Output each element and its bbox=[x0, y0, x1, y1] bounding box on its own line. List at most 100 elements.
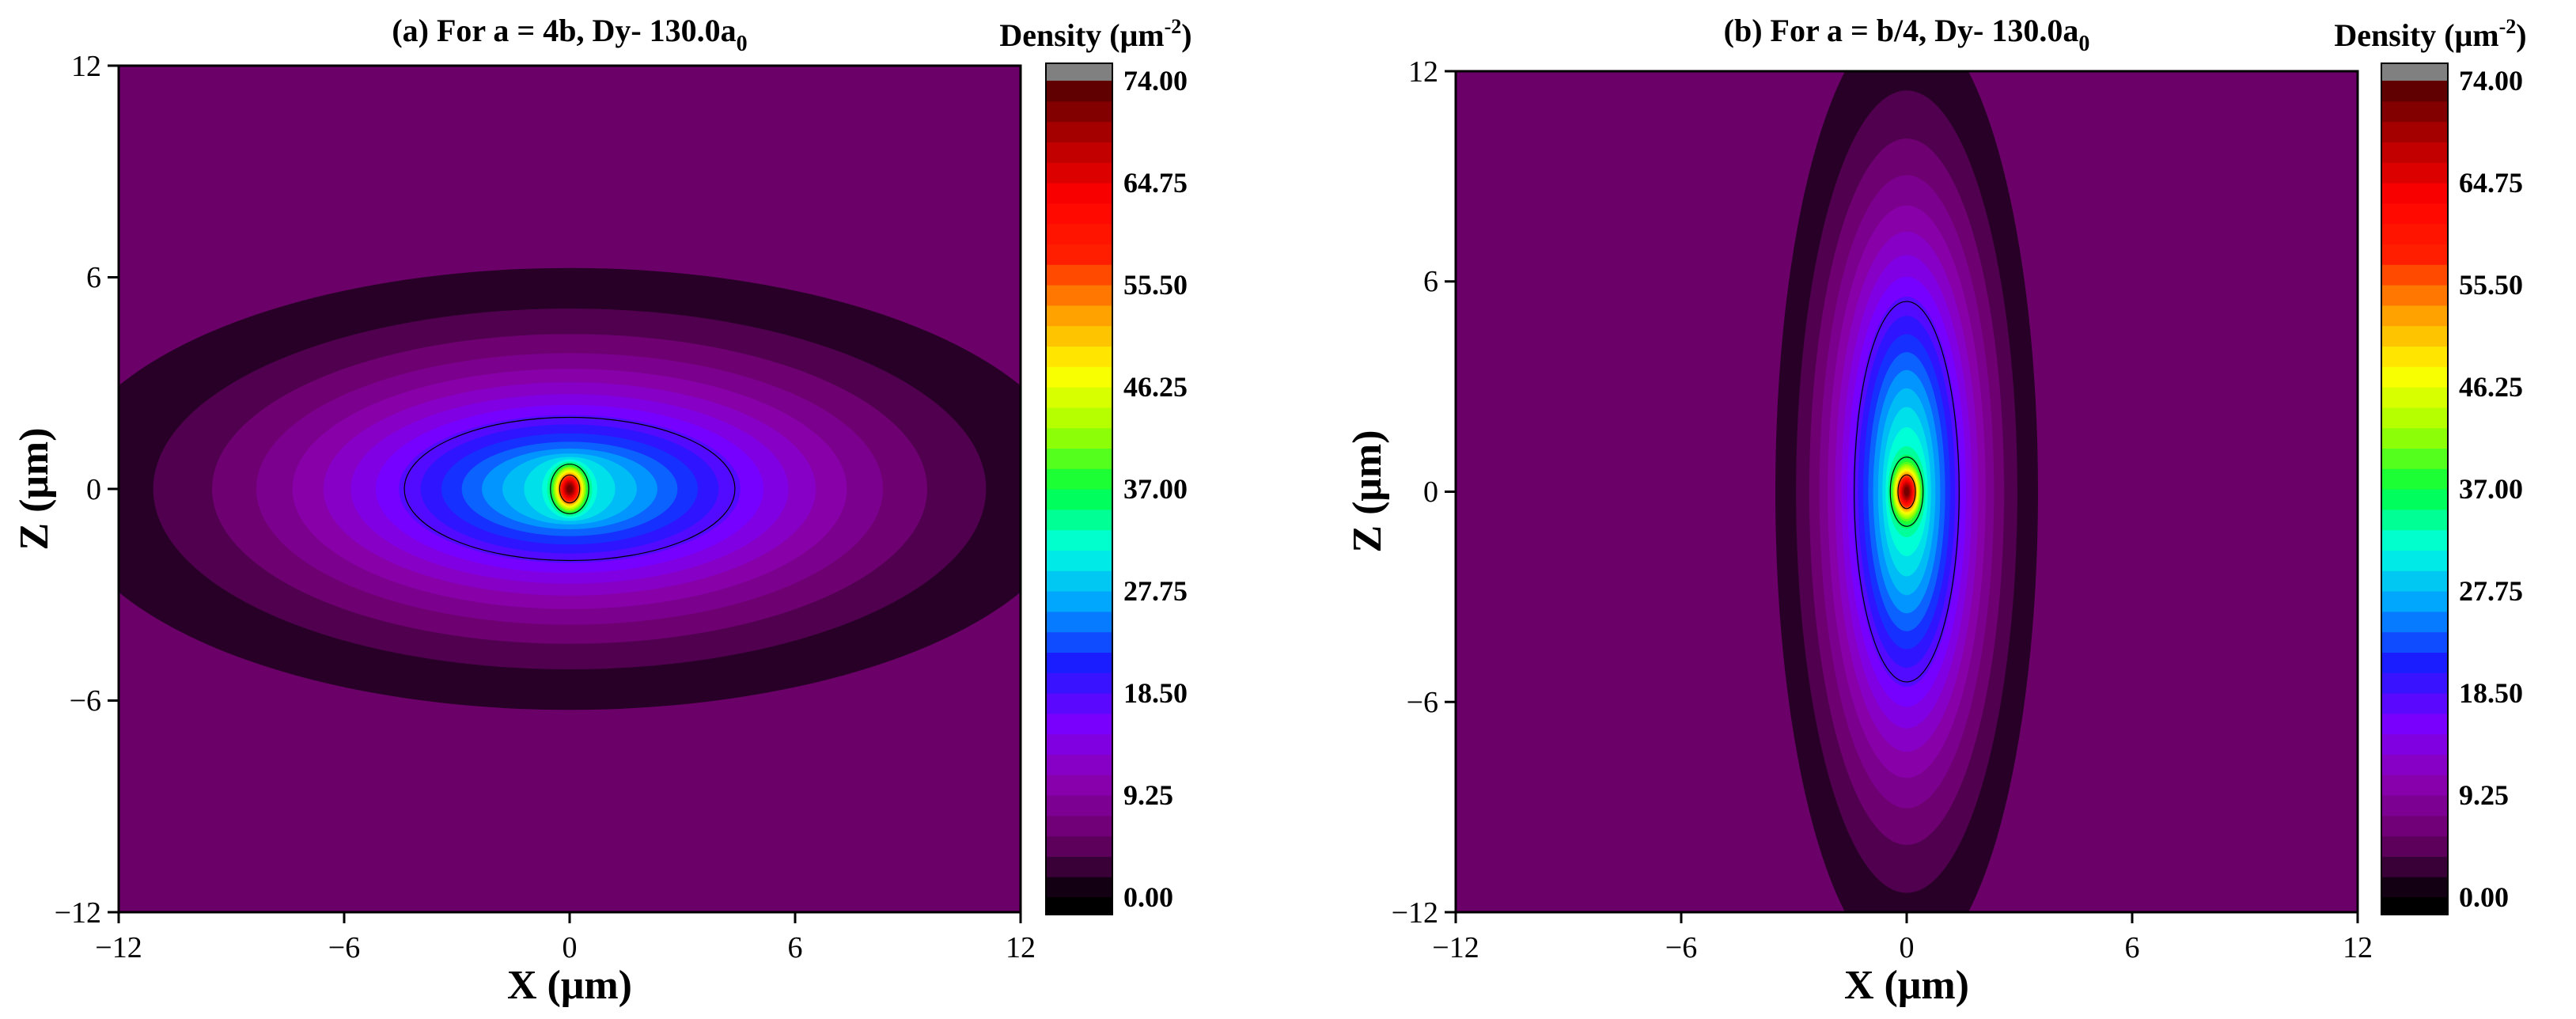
panel-a-colorbar-overflow bbox=[1046, 63, 1112, 81]
colorbar-step bbox=[1046, 366, 1112, 388]
colorbar-step bbox=[2381, 264, 2448, 286]
colorbar-step bbox=[2381, 142, 2448, 163]
panel-a-y-ticks bbox=[108, 64, 119, 914]
panel-b-title: (b) For a = b/4, Dy- 130.0a0 bbox=[1724, 13, 2090, 56]
colorbar-step bbox=[2381, 489, 2448, 510]
colorbar-step bbox=[1046, 591, 1112, 612]
y-tick-label: 6 bbox=[86, 261, 101, 294]
panel-a-y-axis-label: Z (μm) bbox=[12, 427, 57, 550]
colorbar-step bbox=[2381, 856, 2448, 877]
panel-b-x-axis-label: X (μm) bbox=[1844, 963, 1969, 1008]
panel-b-contour-lines bbox=[1854, 301, 1960, 683]
colorbar-step bbox=[1046, 346, 1112, 367]
colorbar-step bbox=[2381, 448, 2448, 469]
colorbar-step bbox=[1046, 733, 1112, 755]
colorbar-step bbox=[1046, 203, 1112, 225]
colorbar-step bbox=[2381, 835, 2448, 857]
colorbar-step bbox=[1046, 468, 1112, 490]
colorbar-tick-label: 55.50 bbox=[1123, 269, 1188, 301]
panel-b-colorbar: Density (μm-2) 0.00 9.25 18.50 27.75 37.00 46… bbox=[2334, 15, 2527, 915]
y-tick-label: −6 bbox=[1407, 686, 1438, 719]
colorbar-tick-label: 37.00 bbox=[1123, 473, 1188, 505]
x-tick-label: 6 bbox=[2125, 931, 2140, 964]
colorbar-tick-label: 18.50 bbox=[2459, 677, 2523, 709]
colorbar-tick-label: 64.75 bbox=[1123, 167, 1188, 199]
colorbar-step bbox=[1046, 305, 1112, 327]
colorbar-step bbox=[1046, 81, 1112, 102]
colorbar-step bbox=[2381, 387, 2448, 408]
colorbar-step bbox=[1046, 427, 1112, 449]
colorbar-step bbox=[2381, 223, 2448, 244]
colorbar-step bbox=[1046, 223, 1112, 244]
colorbar-step bbox=[2381, 611, 2448, 633]
colorbar-step bbox=[2381, 775, 2448, 796]
panel-a-y-axis: −12 −6 0 6 12 Z (μm) bbox=[12, 50, 119, 930]
x-tick-label: 12 bbox=[1006, 931, 1036, 964]
panel-a-contour-lines bbox=[403, 416, 736, 562]
y-tick-label: −6 bbox=[70, 684, 101, 718]
panel-a-colorbar-gradient bbox=[1046, 81, 1112, 898]
panel-b-y-axis-label: Z (μm) bbox=[1345, 430, 1390, 552]
y-tick-label: 6 bbox=[1423, 265, 1438, 298]
panel-a-heatmap bbox=[119, 267, 1021, 710]
colorbar-step bbox=[1046, 142, 1112, 163]
colorbar-step bbox=[2381, 591, 2448, 612]
colorbar-step bbox=[1046, 693, 1112, 714]
contour-line bbox=[1889, 456, 1924, 527]
colorbar-step bbox=[1046, 877, 1112, 898]
panel-b-colorbar-overflow bbox=[2381, 63, 2448, 81]
colorbar-step bbox=[1046, 448, 1112, 469]
y-tick-label: 0 bbox=[86, 473, 101, 506]
panel-a-x-axis: −12 −6 0 6 12 X (μm) bbox=[95, 912, 1036, 1008]
colorbar-step bbox=[2381, 570, 2448, 592]
colorbar-tick-label: 9.25 bbox=[1123, 779, 1173, 811]
colorbar-step bbox=[1046, 529, 1112, 551]
colorbar-step bbox=[1046, 183, 1112, 204]
colorbar-step bbox=[2381, 121, 2448, 142]
colorbar-step bbox=[1046, 754, 1112, 775]
colorbar-step bbox=[2381, 81, 2448, 102]
colorbar-step bbox=[2381, 100, 2448, 123]
colorbar-step bbox=[2381, 366, 2448, 388]
colorbar-tick-label: 64.75 bbox=[2459, 167, 2523, 199]
colorbar-step bbox=[2381, 754, 2448, 775]
y-tick-label: 0 bbox=[1423, 475, 1438, 509]
x-tick-label: 0 bbox=[1900, 931, 1915, 964]
colorbar-tick-label: 9.25 bbox=[2459, 779, 2509, 811]
density-level-band bbox=[1904, 487, 1910, 497]
colorbar-step bbox=[1046, 835, 1112, 857]
colorbar-step bbox=[2381, 713, 2448, 735]
contour-line bbox=[1897, 474, 1916, 510]
colorbar-step bbox=[1046, 570, 1112, 592]
x-tick-label: 12 bbox=[2343, 931, 2373, 964]
x-tick-label: 6 bbox=[788, 931, 803, 964]
panel-a-x-axis-label: X (μm) bbox=[507, 963, 632, 1008]
panel-a-colorbar-labels: 0.00 9.25 18.50 27.75 37.00 46.25 55.50 64.75 74… bbox=[1123, 65, 1188, 913]
panel-b-heatmap bbox=[1775, 71, 2038, 912]
colorbar-step bbox=[2381, 183, 2448, 204]
colorbar-step bbox=[1046, 815, 1112, 837]
colorbar-step bbox=[1046, 325, 1112, 347]
colorbar-step bbox=[2381, 877, 2448, 898]
colorbar-step bbox=[2381, 203, 2448, 225]
colorbar-step bbox=[2381, 733, 2448, 755]
colorbar-step bbox=[1046, 795, 1112, 816]
colorbar-step bbox=[2381, 468, 2448, 490]
colorbar-step bbox=[2381, 652, 2448, 673]
colorbar-step bbox=[1046, 121, 1112, 142]
colorbar-step bbox=[2381, 795, 2448, 816]
panel-a-colorbar-title: Density (μm-2) bbox=[999, 15, 1191, 53]
panel-a-colorbar-frame bbox=[1045, 63, 1113, 915]
panel-a: (a) For a = 4b, Dy- 130.0a0 −12 −6 0 6 1… bbox=[12, 13, 1192, 1008]
panel-a-colorbar-underflow bbox=[1046, 897, 1112, 915]
colorbar-step bbox=[2381, 693, 2448, 714]
x-tick-label: 0 bbox=[563, 931, 578, 964]
panel-b-x-ticks bbox=[1454, 912, 2359, 923]
contour-line bbox=[550, 464, 589, 514]
colorbar-tick-label: 55.50 bbox=[2459, 269, 2523, 301]
density-level-band bbox=[566, 484, 573, 494]
colorbar-step bbox=[1046, 652, 1112, 673]
contour-line bbox=[1854, 301, 1960, 683]
panel-b-x-axis: −12 −6 0 6 12 X (μm) bbox=[1432, 912, 2373, 1008]
